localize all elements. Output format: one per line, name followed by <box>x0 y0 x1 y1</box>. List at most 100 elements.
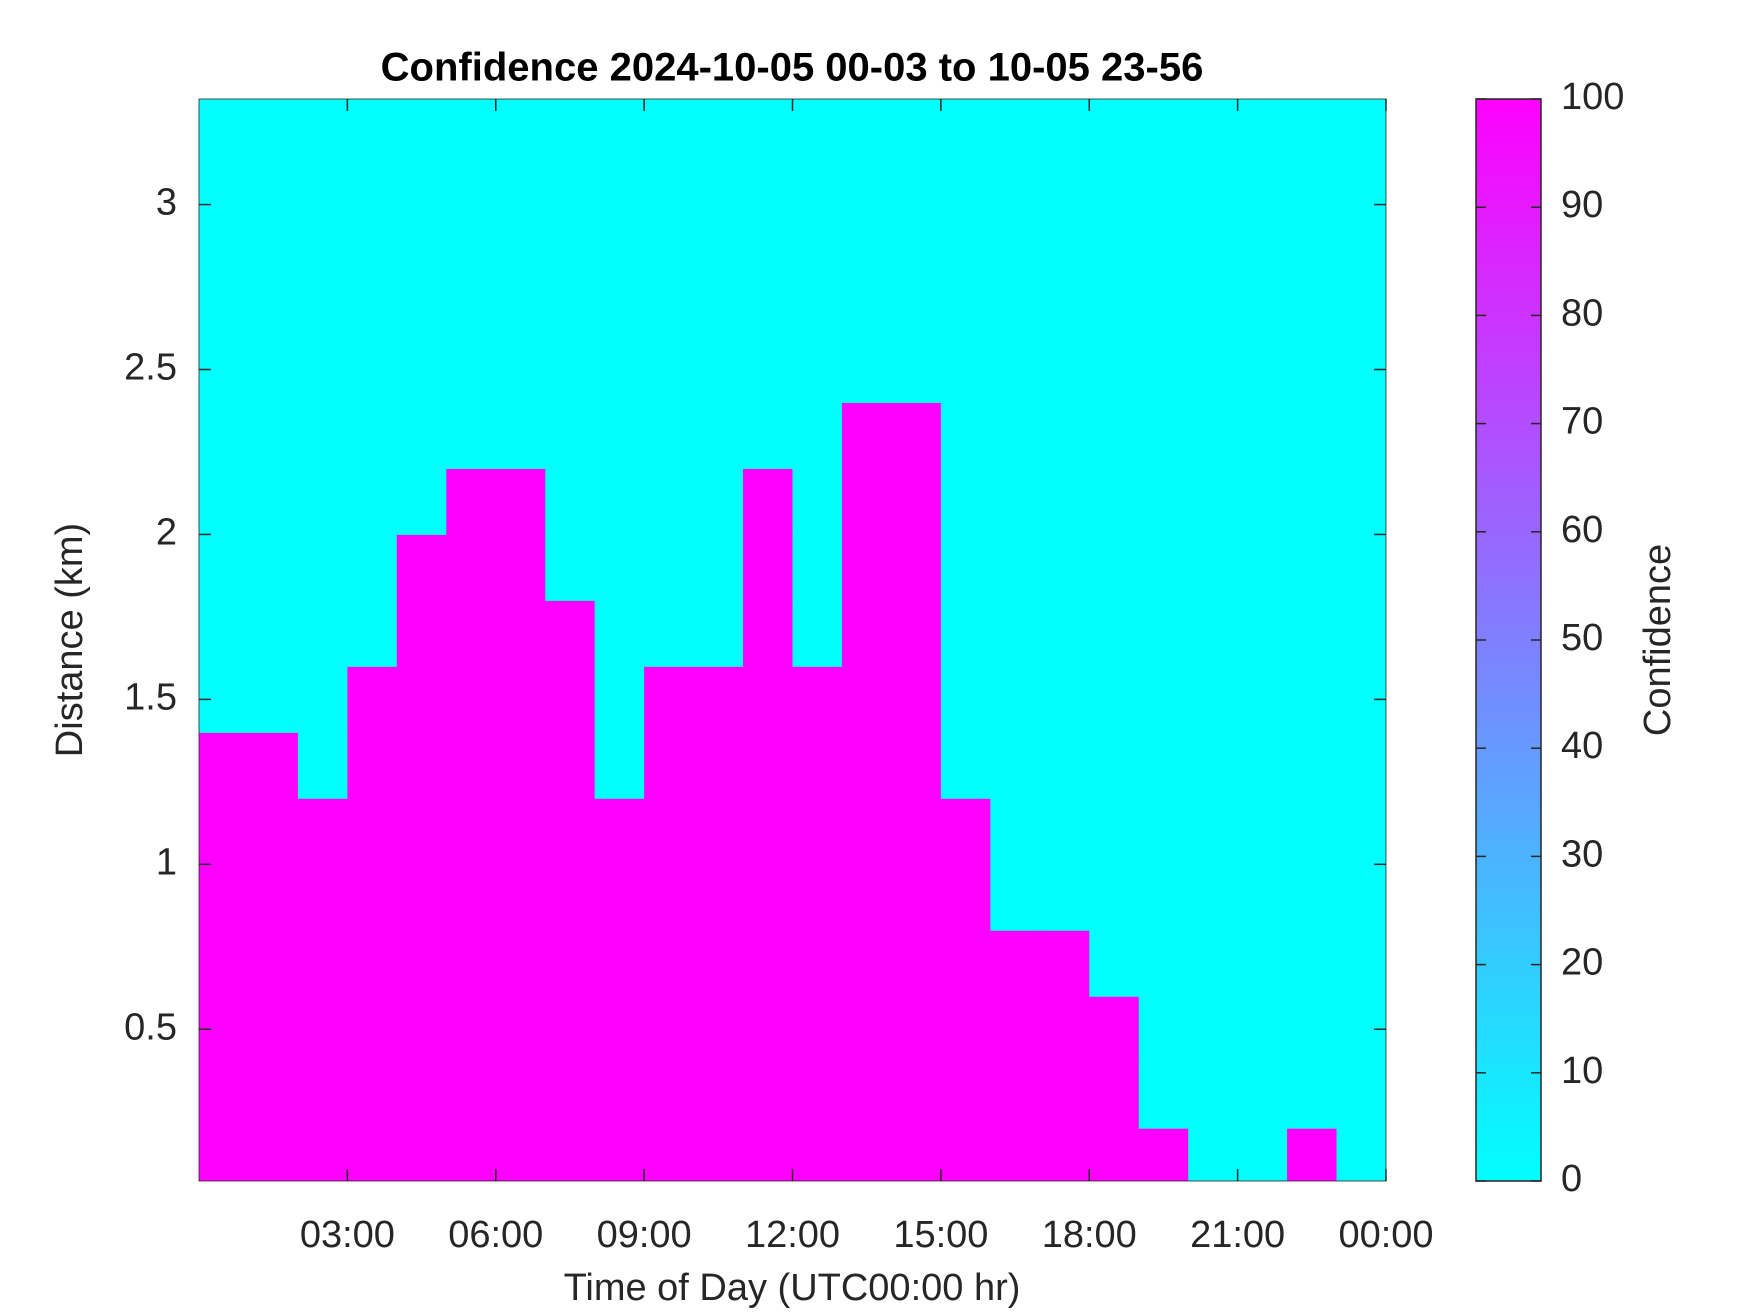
heatmap-cell <box>990 468 1041 535</box>
heatmap-cell <box>1188 600 1239 667</box>
heatmap-cell <box>594 402 645 469</box>
heatmap-cell <box>1039 138 1090 206</box>
heatmap-cell <box>297 1128 348 1181</box>
heatmap-cell <box>199 99 249 140</box>
heatmap-cell <box>1237 336 1288 403</box>
heatmap-cell <box>940 138 991 206</box>
heatmap-cell <box>990 336 1041 403</box>
heatmap-cell <box>792 534 843 601</box>
heatmap-cell <box>1237 204 1288 272</box>
heatmap-cell <box>792 270 843 338</box>
heatmap-cell <box>347 204 398 272</box>
heatmap-cell <box>1287 534 1338 601</box>
heatmap-cell <box>297 336 348 403</box>
heatmap-cell <box>594 600 645 667</box>
heatmap-cell <box>693 732 744 799</box>
heatmap-cell <box>841 204 892 272</box>
heatmap-cell <box>792 1062 843 1129</box>
heatmap-cell <box>891 402 942 469</box>
heatmap-cell <box>446 99 497 140</box>
heatmap-cell <box>446 270 497 338</box>
heatmap-cell <box>743 666 793 733</box>
heatmap-cell <box>1138 99 1189 140</box>
heatmap-cell <box>446 600 497 667</box>
heatmap-cell <box>1039 930 1090 997</box>
heatmap-cell <box>891 798 942 865</box>
heatmap-cell <box>297 666 348 733</box>
heatmap-cell <box>940 732 991 799</box>
heatmap-cell <box>495 600 546 667</box>
heatmap-cell <box>1336 1128 1386 1181</box>
heatmap-cell <box>1089 534 1140 601</box>
heatmap-cell <box>199 534 249 601</box>
heatmap-cell <box>347 99 398 140</box>
heatmap-cell <box>446 864 497 931</box>
heatmap-cell <box>693 996 744 1063</box>
heatmap-cell <box>743 468 793 535</box>
y-tick-label: 3 <box>156 182 177 224</box>
heatmap-cell <box>841 600 892 667</box>
heatmap-cell <box>841 468 892 535</box>
heatmap-cell <box>1039 1062 1090 1129</box>
heatmap-cell <box>545 600 596 667</box>
heatmap-cell <box>1237 996 1288 1063</box>
heatmap-cell <box>545 204 596 272</box>
heatmap-cell <box>396 138 447 206</box>
heatmap-cell <box>446 930 497 997</box>
heatmap-cell <box>446 468 497 535</box>
heatmap-cell <box>644 204 695 272</box>
heatmap-cell <box>693 138 744 206</box>
heatmap-cell <box>1188 930 1239 997</box>
heatmap-cell <box>545 336 596 403</box>
heatmap-cell <box>940 600 991 667</box>
heatmap-cell <box>1237 402 1288 469</box>
heatmap-cell <box>1237 798 1288 865</box>
heatmap-cell <box>891 138 942 206</box>
heatmap-cell <box>594 798 645 865</box>
heatmap-cell <box>940 204 991 272</box>
heatmap-cell <box>743 270 793 338</box>
heatmap-cell <box>891 468 942 535</box>
heatmap-cell <box>1336 534 1386 601</box>
heatmap-cell <box>1138 336 1189 403</box>
heatmap-cell <box>396 600 447 667</box>
heatmap-cell <box>297 930 348 997</box>
heatmap-cell <box>347 534 398 601</box>
heatmap-cell <box>743 996 793 1063</box>
heatmap-cell <box>1188 138 1239 206</box>
heatmap-cell <box>693 666 744 733</box>
heatmap-cell <box>495 534 546 601</box>
chart-title: Confidence 2024-10-05 00-03 to 10-05 23-… <box>381 46 1204 90</box>
heatmap-cell <box>1287 732 1338 799</box>
heatmap-cell <box>1336 468 1386 535</box>
heatmap-cell <box>594 1062 645 1129</box>
heatmap-cell <box>792 1128 843 1181</box>
heatmap-cell <box>1089 1062 1140 1129</box>
heatmap-cell <box>693 468 744 535</box>
colorbar-tick-label: 50 <box>1561 617 1603 659</box>
heatmap-cell <box>940 270 991 338</box>
heatmap-cell <box>199 1062 249 1129</box>
heatmap-cell <box>693 204 744 272</box>
heatmap-cell <box>1039 402 1090 469</box>
heatmap-cell <box>495 204 546 272</box>
heatmap-cell <box>644 1062 695 1129</box>
heatmap-cell <box>248 600 299 667</box>
heatmap-cell <box>1287 138 1338 206</box>
heatmap-cell <box>990 534 1041 601</box>
heatmap-cell <box>940 468 991 535</box>
heatmap-cell <box>644 468 695 535</box>
heatmap-cell <box>1039 732 1090 799</box>
heatmap-cell <box>792 798 843 865</box>
heatmap-cell <box>1336 138 1386 206</box>
heatmap-cell <box>1188 402 1239 469</box>
heatmap-cell <box>446 798 497 865</box>
heatmap-cell <box>1237 138 1288 206</box>
heatmap-cell <box>1287 864 1338 931</box>
x-tick-label: 06:00 <box>448 1214 543 1256</box>
heatmap-cell <box>495 996 546 1063</box>
heatmap-cell <box>792 138 843 206</box>
heatmap-cell <box>644 138 695 206</box>
heatmap-cell <box>1138 930 1189 997</box>
heatmap-cell <box>248 336 299 403</box>
